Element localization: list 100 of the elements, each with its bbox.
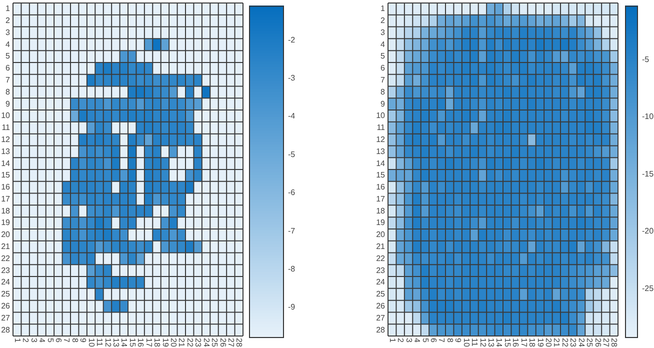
x-tick-label: 15 xyxy=(128,338,137,348)
color-bar-label: -25 xyxy=(642,284,654,293)
y-tick-label: 8 xyxy=(6,87,11,96)
y-tick-label: 5 xyxy=(380,52,386,61)
x-tick-label: 1 xyxy=(388,338,397,343)
x-tick-label: 19 xyxy=(160,338,170,348)
x-tick-label: 12 xyxy=(103,338,112,348)
x-tick-label: 26 xyxy=(218,338,228,348)
y-tick-label: 16 xyxy=(376,182,386,192)
y-tick-label: 18 xyxy=(376,206,386,216)
x-tick-label: 14 xyxy=(494,338,504,348)
y-tick-label: 10 xyxy=(376,111,386,120)
y-tick-label: 23 xyxy=(1,266,11,275)
x-tick-label: 17 xyxy=(144,338,154,348)
y-tick-label: 2 xyxy=(380,16,386,26)
y-tick-label: 28 xyxy=(376,325,386,334)
y-tick-label: 24 xyxy=(1,278,11,287)
color-bar-label: -9 xyxy=(288,302,296,312)
x-tick-label: 6 xyxy=(54,338,63,343)
color-bar-label: -10 xyxy=(642,112,654,122)
x-tick-label: 27 xyxy=(226,338,236,348)
y-tick-label: 21 xyxy=(376,242,386,252)
y-tick-label: 25 xyxy=(1,290,11,299)
x-tick-label: 24 xyxy=(576,338,586,348)
y-tick-label: 15 xyxy=(376,170,386,180)
x-tick-label: 11 xyxy=(95,338,104,347)
y-tick-label: 4 xyxy=(380,40,386,49)
y-tick-label: 11 xyxy=(2,123,11,132)
y-tick-label: 24 xyxy=(376,278,386,287)
color-bar-label: -5 xyxy=(288,150,296,159)
x-tick-label: 9 xyxy=(78,338,88,343)
x-tick-label: 14 xyxy=(120,338,129,348)
y-tick-label: 18 xyxy=(1,206,11,216)
y-tick-label: 23 xyxy=(376,266,386,275)
y-tick-label: 2 xyxy=(6,16,11,26)
y-tick-label: 21 xyxy=(1,242,11,252)
y-tick-label: 5 xyxy=(6,52,11,61)
x-tick-label: 13 xyxy=(486,338,496,348)
x-tick-label: 3 xyxy=(29,338,38,343)
color-bar-label: -2 xyxy=(288,35,296,44)
x-tick-label: 2 xyxy=(21,338,30,343)
y-tick-label: 26 xyxy=(376,301,386,310)
y-tick-label: 14 xyxy=(376,158,386,168)
x-tick-label: 25 xyxy=(210,338,220,348)
y-tick-label: 11 xyxy=(376,123,386,132)
y-tick-label: 19 xyxy=(376,218,386,228)
y-tick-label: 13 xyxy=(376,146,386,156)
x-tick-label: 4 xyxy=(38,338,47,343)
y-tick-label: 1 xyxy=(380,4,386,14)
x-tick-label: 10 xyxy=(86,338,96,348)
x-tick-label: 6 xyxy=(428,338,438,343)
x-tick-label: 20 xyxy=(544,338,553,348)
x-tick-label: 11 xyxy=(470,338,480,347)
y-tick-label: 6 xyxy=(6,64,11,73)
x-tick-label: 3 xyxy=(404,338,414,343)
y-tick-label: 20 xyxy=(376,230,386,240)
x-tick-label: 4 xyxy=(412,338,422,343)
color-bar-label: -3 xyxy=(288,74,296,83)
y-tick-label: 10 xyxy=(1,111,11,120)
x-tick-label: 27 xyxy=(601,338,610,348)
y-tick-label: 8 xyxy=(380,87,386,96)
y-tick-label: 12 xyxy=(376,134,386,144)
x-tick-label: 8 xyxy=(70,338,80,343)
x-tick-label: 26 xyxy=(593,338,602,348)
x-tick-label: 5 xyxy=(420,338,430,343)
x-tick-label: 7 xyxy=(437,338,446,343)
x-tick-label: 16 xyxy=(136,338,146,348)
y-tick-label: 17 xyxy=(1,194,11,204)
y-tick-label: 12 xyxy=(1,134,11,144)
x-tick-label: 15 xyxy=(502,338,512,348)
x-tick-label: 18 xyxy=(528,338,537,348)
x-tick-label: 5 xyxy=(46,338,55,343)
y-tick-label: 26 xyxy=(1,301,11,310)
x-tick-label: 10 xyxy=(462,338,471,348)
x-tick-label: 9 xyxy=(454,338,463,343)
y-tick-label: 19 xyxy=(1,218,11,228)
color-bar-label: -8 xyxy=(288,264,296,274)
y-tick-label: 7 xyxy=(6,76,11,85)
x-tick-label: 13 xyxy=(111,338,120,348)
x-tick-label: 2 xyxy=(396,338,406,343)
color-bar-label: -6 xyxy=(288,188,296,198)
x-tick-label: 7 xyxy=(62,338,72,343)
color-bar-label: -15 xyxy=(642,169,654,178)
y-tick-label: 15 xyxy=(1,170,11,180)
x-tick-label: 28 xyxy=(234,338,244,348)
x-tick-label: 25 xyxy=(585,338,594,348)
color-bar-label: -4 xyxy=(288,112,296,121)
y-tick-label: 9 xyxy=(380,99,386,108)
x-tick-label: 21 xyxy=(177,338,186,348)
x-tick-label: 28 xyxy=(610,338,619,348)
y-tick-label: 3 xyxy=(6,28,11,37)
y-tick-label: 14 xyxy=(1,158,11,168)
x-tick-label: 8 xyxy=(445,338,454,343)
y-tick-label: 17 xyxy=(376,194,386,204)
y-tick-label: 20 xyxy=(1,230,11,240)
color-bar-label: -5 xyxy=(642,54,650,64)
y-tick-label: 27 xyxy=(376,313,386,322)
y-tick-label: 22 xyxy=(376,254,386,263)
x-tick-label: 23 xyxy=(194,338,203,348)
y-tick-label: 13 xyxy=(1,146,11,156)
